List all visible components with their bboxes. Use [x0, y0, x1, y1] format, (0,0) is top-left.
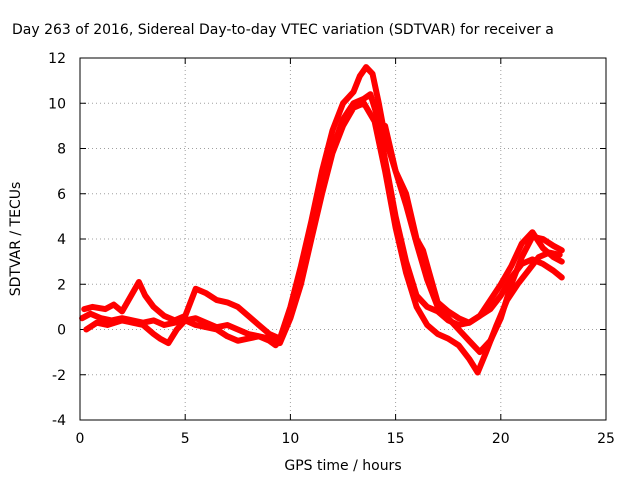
- y-tick-label: 0: [57, 323, 66, 339]
- y-axis-label: SDTVAR / TECUs: [8, 182, 24, 297]
- series-layer: [79, 64, 565, 376]
- y-tick-label: 10: [48, 96, 66, 112]
- chart-title: Day 263 of 2016, Sidereal Day-to-day VTE…: [12, 22, 554, 38]
- x-tick-label: 5: [181, 431, 190, 447]
- y-tick-label: 4: [57, 232, 66, 248]
- series-line: [81, 64, 565, 356]
- x-tick-label: 15: [387, 431, 405, 447]
- y-tick-label: 8: [57, 142, 66, 158]
- x-tick-label: 10: [281, 431, 299, 447]
- y-tick-label: -4: [52, 413, 66, 429]
- x-tick-labels: 0 5 10 15 20 25: [76, 431, 615, 447]
- x-tick-label: 25: [597, 431, 615, 447]
- plot-frame: [79, 57, 607, 421]
- x-tick-label: 0: [76, 431, 85, 447]
- x-tick-label: 20: [492, 431, 510, 447]
- series-line: [382, 122, 565, 326]
- y-tick-label: 12: [48, 51, 66, 67]
- x-axis-label: GPS time / hours: [284, 458, 401, 474]
- y-tick-label: 2: [57, 277, 66, 293]
- series-line: [83, 100, 563, 376]
- y-tick-labels: -4 -2 0 2 4 6 8 10 12: [48, 51, 66, 429]
- y-tick-label: -2: [52, 368, 66, 384]
- y-tick-label: 6: [57, 187, 66, 203]
